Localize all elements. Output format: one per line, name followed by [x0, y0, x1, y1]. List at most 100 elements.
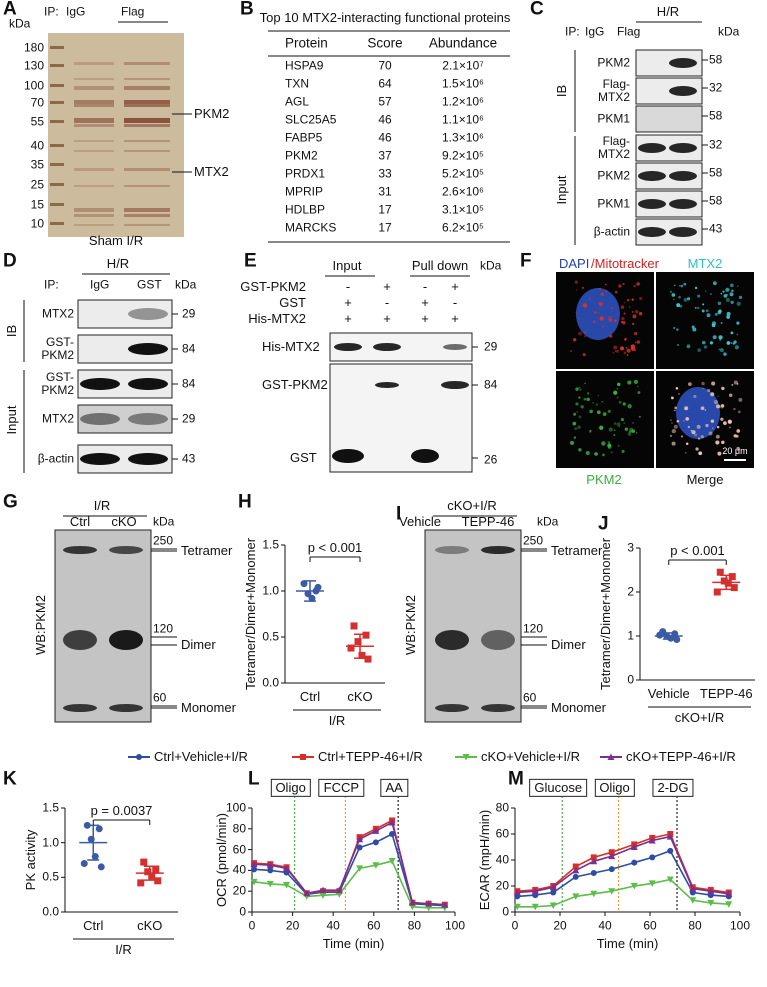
panel-letter: A [3, 0, 17, 20]
blot [635, 105, 703, 133]
signal [671, 441, 676, 446]
x-tick-label: 20 [285, 918, 300, 933]
signal [717, 395, 719, 397]
signal [671, 396, 674, 400]
signal [633, 379, 639, 384]
label: Flag-MTX2 [597, 133, 630, 161]
band [80, 378, 120, 390]
y-axis-label: ECAR (mpH/min) [476, 809, 492, 911]
signal [709, 341, 714, 345]
band [334, 343, 362, 351]
signal [623, 422, 625, 424]
signal [588, 297, 591, 300]
point [648, 837, 656, 844]
y-tick-label: 0 [239, 904, 246, 919]
label: 60 [153, 690, 167, 705]
point [590, 870, 597, 876]
signal [613, 422, 617, 425]
signal [624, 427, 629, 431]
signal [685, 442, 689, 445]
signal [734, 345, 739, 350]
signal [712, 427, 714, 429]
signal [624, 337, 627, 341]
label: kDa [718, 24, 740, 39]
signal [621, 449, 625, 453]
label: 250 [523, 533, 544, 548]
table-cell: 33 [378, 166, 392, 181]
label: 84 [182, 341, 196, 356]
lane-band [74, 104, 114, 107]
band [435, 630, 469, 650]
point [667, 847, 674, 854]
signal [630, 344, 636, 349]
point [590, 854, 597, 861]
signal [736, 333, 739, 336]
label: TEPP-46 [461, 513, 515, 529]
label: 20 μm [722, 446, 748, 457]
signal [736, 446, 741, 451]
signal [582, 303, 588, 308]
signal [574, 427, 577, 430]
signal [712, 335, 717, 340]
signal [602, 453, 605, 457]
point [303, 889, 311, 897]
label: 60 [523, 690, 537, 705]
signal [726, 315, 730, 319]
point [720, 577, 728, 585]
signal [616, 396, 619, 399]
signal [584, 335, 587, 338]
signal [676, 303, 681, 308]
point [666, 876, 674, 883]
signal [703, 345, 708, 349]
signal [683, 419, 685, 422]
label: 35 [30, 157, 44, 172]
y-tick-label: 100 [225, 800, 246, 815]
x-tick-label: Ctrl [299, 688, 321, 704]
blot [424, 529, 522, 723]
signal [718, 335, 722, 339]
point [356, 835, 364, 843]
label: Pull down [411, 257, 469, 273]
point [608, 852, 616, 860]
band [63, 546, 97, 554]
signal [576, 411, 578, 413]
signal [676, 419, 680, 423]
signal [701, 381, 705, 386]
signal [586, 397, 590, 402]
x-tick-label: 0 [511, 918, 519, 933]
series-line [517, 878, 729, 908]
signal [572, 337, 577, 342]
signal [593, 311, 597, 314]
band [669, 227, 697, 237]
legend-entry: cKO+Vehicle+I/R [481, 748, 580, 764]
y-tick-label: 1 [627, 628, 634, 643]
signal [673, 298, 675, 301]
label: Monomer [551, 699, 606, 715]
point [666, 833, 674, 840]
label: 70 [30, 95, 44, 110]
label: 84 [182, 376, 196, 391]
band [638, 171, 666, 181]
label: kDa [9, 16, 31, 31]
signal [721, 440, 725, 445]
table-cell: SLC25A5 [285, 112, 337, 127]
table-cell: HSPA9 [285, 58, 324, 73]
signal [600, 292, 604, 297]
label: GST-PKM2 [240, 278, 306, 294]
signal [701, 309, 705, 313]
label: MTX2 [687, 255, 723, 271]
lane-band [124, 185, 170, 187]
signal [736, 301, 741, 306]
signal [626, 298, 630, 302]
nucleus [576, 288, 620, 340]
lane-band [74, 208, 114, 212]
point [724, 579, 732, 587]
signal [705, 309, 709, 313]
signal [616, 387, 619, 390]
point [673, 636, 681, 644]
lane-band [124, 86, 170, 90]
signal [589, 409, 593, 414]
label: cKO [111, 513, 137, 529]
signal [618, 426, 621, 428]
signal [575, 387, 579, 391]
